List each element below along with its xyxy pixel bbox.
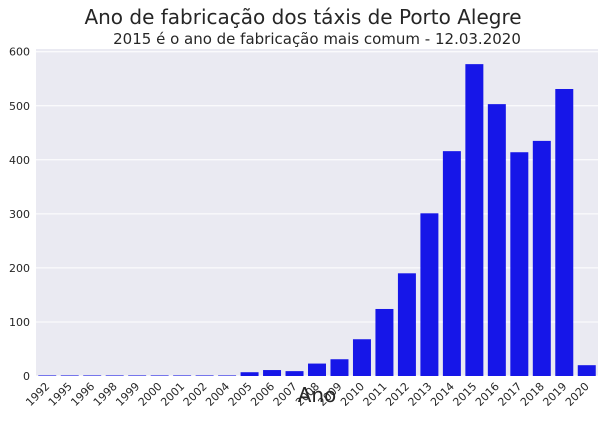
bar xyxy=(83,375,102,376)
y-tick-label: 100 xyxy=(9,316,30,329)
y-tick-labels: 0 100 200 300 400 500 600 xyxy=(9,46,30,383)
y-tick-label: 500 xyxy=(9,100,30,113)
bar xyxy=(352,339,371,376)
bar xyxy=(38,375,57,376)
bar xyxy=(308,363,326,376)
bar xyxy=(532,140,551,376)
x-axis-label: Ano xyxy=(297,383,337,407)
bar xyxy=(397,273,416,376)
bar xyxy=(442,151,461,376)
bar xyxy=(60,375,79,376)
bar xyxy=(330,359,349,376)
bar xyxy=(465,64,484,376)
bar xyxy=(577,365,596,376)
chart-title: Ano de fabricação dos táxis de Porto Ale… xyxy=(84,5,522,29)
bar xyxy=(510,152,529,376)
bars xyxy=(38,64,596,376)
bar xyxy=(555,88,574,376)
bar xyxy=(285,371,304,376)
bar xyxy=(420,213,439,376)
y-tick-label: 300 xyxy=(9,208,30,221)
y-tick-label: 200 xyxy=(9,262,30,275)
bar xyxy=(263,370,282,376)
bar xyxy=(195,375,214,376)
bar xyxy=(240,372,259,376)
bar xyxy=(128,375,147,376)
bar xyxy=(173,375,192,376)
chart-subtitle: 2015 é o ano de fabricação mais comum - … xyxy=(113,30,521,48)
y-tick-label: 400 xyxy=(9,154,30,167)
bar xyxy=(150,375,169,376)
y-tick-label: 600 xyxy=(9,46,30,59)
bar xyxy=(218,375,237,376)
y-tick-label: 0 xyxy=(23,370,30,383)
bar xyxy=(105,375,124,376)
bar xyxy=(375,308,394,376)
bar xyxy=(487,104,506,376)
